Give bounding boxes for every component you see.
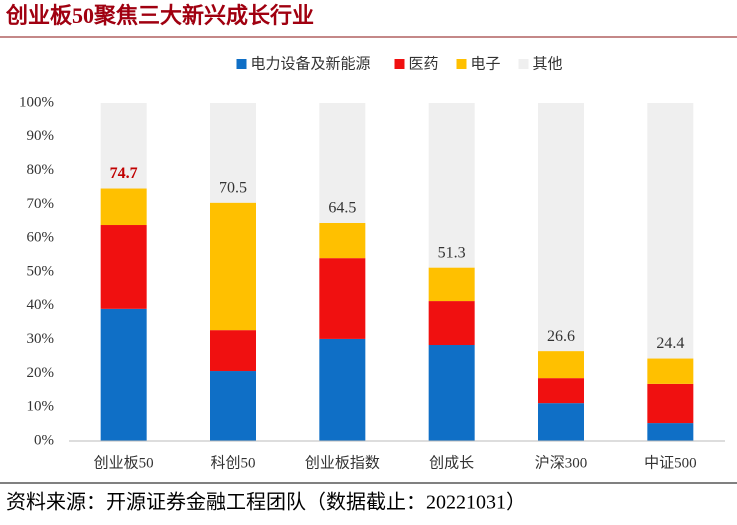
bar-segment — [647, 423, 694, 441]
bar-segment — [538, 378, 584, 404]
bar-segment — [428, 267, 475, 302]
y-tick-label: 0% — [34, 432, 54, 448]
bar-segment — [647, 358, 694, 384]
x-tick-label: 创业板50 — [94, 453, 154, 471]
bar-segment — [647, 103, 694, 359]
legend-label: 电力设备及新能源 — [251, 55, 371, 72]
x-tick-label: 创成长 — [429, 454, 474, 471]
y-tick-label: 100% — [19, 94, 54, 110]
y-tick-label: 50% — [27, 263, 55, 279]
legend-swatch — [518, 59, 529, 69]
total-label: 74.7 — [110, 165, 138, 182]
bar-segment — [428, 103, 475, 268]
y-tick-label: 20% — [27, 365, 55, 381]
legend-label: 其他 — [533, 55, 563, 72]
total-label: 51.3 — [438, 244, 466, 261]
x-tick-label: 中证500 — [644, 454, 697, 471]
bar-segment — [319, 222, 366, 259]
y-tick-label: 70% — [27, 196, 55, 212]
bar-segment — [428, 301, 475, 346]
x-tick-label: 创业板指数 — [305, 453, 380, 471]
bar-segment — [647, 383, 694, 424]
legend-label: 电子 — [471, 55, 501, 72]
y-tick-label: 80% — [27, 162, 55, 178]
legend-swatch — [394, 59, 405, 69]
legend-swatch — [236, 59, 247, 69]
x-tick-label: 科创50 — [210, 454, 255, 471]
total-label: 24.4 — [656, 335, 684, 352]
bar-segment — [538, 403, 584, 441]
bar-segment — [210, 202, 256, 331]
y-tick-label: 30% — [27, 331, 55, 347]
bar-segment — [210, 371, 256, 441]
bar-segment — [210, 103, 256, 203]
y-tick-label: 10% — [27, 399, 55, 415]
chart-title: 创业板50聚焦三大新兴成长行业 — [5, 3, 314, 28]
total-label: 26.6 — [547, 328, 575, 345]
bar-segment — [100, 308, 147, 441]
total-label: 70.5 — [219, 179, 247, 196]
x-tick-label: 沪深300 — [535, 454, 588, 471]
bar-segment — [100, 225, 147, 309]
bar-segment — [428, 345, 475, 441]
legend-label: 医药 — [409, 55, 439, 72]
bar-segment — [210, 330, 256, 372]
y-tick-label: 90% — [27, 128, 55, 144]
bar-segment — [319, 258, 366, 339]
bar-segment — [538, 103, 584, 352]
bar-segment — [100, 188, 147, 226]
bar-segment — [538, 351, 584, 379]
bar-segment — [319, 338, 366, 441]
y-tick-label: 60% — [27, 230, 55, 246]
y-tick-label: 40% — [27, 297, 55, 313]
total-label: 64.5 — [328, 200, 356, 217]
legend-swatch — [456, 59, 467, 69]
bar-segment — [100, 103, 147, 189]
bar-segment — [319, 103, 366, 223]
source-note: 资料来源：开源证券金融工程团队（数据截止：20221031） — [6, 491, 526, 514]
